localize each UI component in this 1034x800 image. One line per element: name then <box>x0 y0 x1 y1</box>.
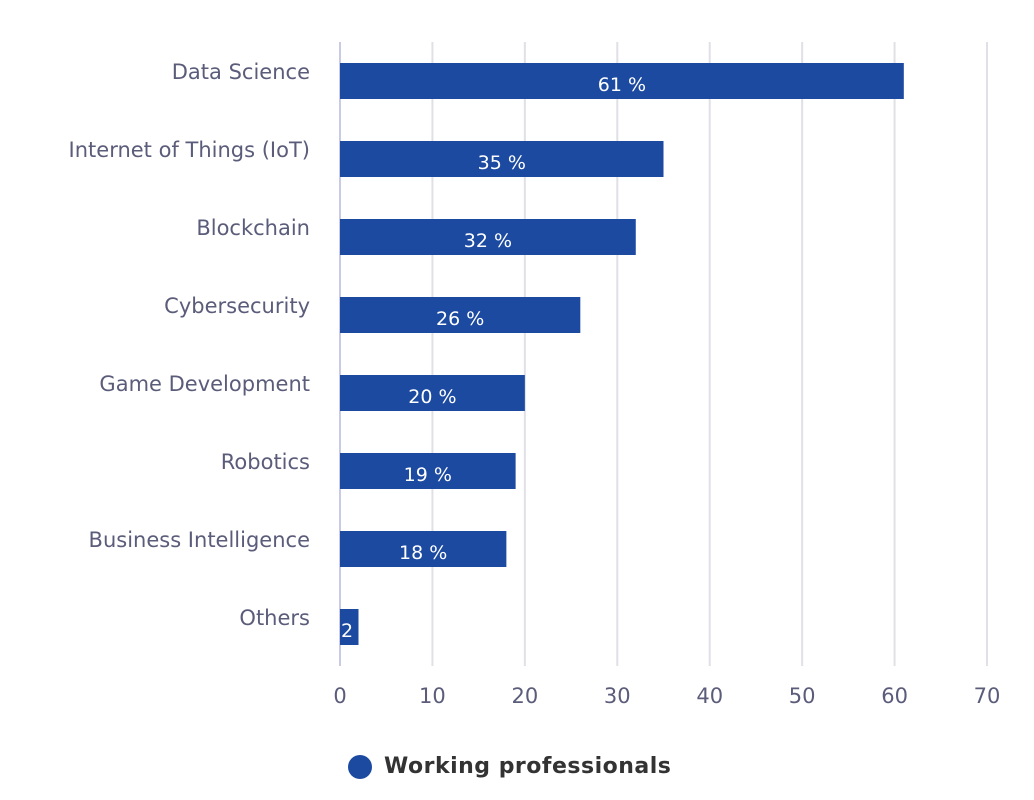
category-label: Business Intelligence <box>89 528 310 552</box>
bar <box>340 63 904 99</box>
category-label: Blockchain <box>196 216 310 240</box>
category-label: Game Development <box>99 372 310 396</box>
x-tick-label: 20 <box>511 684 538 708</box>
data-label: 20 % <box>408 386 456 408</box>
legend-marker <box>348 754 372 779</box>
category-label: Cybersecurity <box>164 294 310 318</box>
category-label: Internet of Things (IoT) <box>69 138 310 162</box>
data-label: 26 % <box>436 308 484 330</box>
bar <box>340 375 525 411</box>
bar <box>340 219 636 255</box>
legend-label: Working professionals <box>384 754 672 779</box>
bar <box>340 609 359 645</box>
category-label: Robotics <box>221 450 310 474</box>
legend: Working professionals <box>348 754 671 779</box>
data-label: 61 % <box>598 74 646 96</box>
bar <box>340 531 507 567</box>
data-label: 32 % <box>464 230 512 252</box>
bar <box>340 453 516 489</box>
x-tick-label: 0 <box>333 684 346 708</box>
category-label: Others <box>239 606 310 630</box>
x-tick-label: 70 <box>974 684 1001 708</box>
x-tick-label: 40 <box>696 684 723 708</box>
x-tick-label: 50 <box>789 684 816 708</box>
data-label: 2 <box>341 620 353 642</box>
x-tick-label: 60 <box>881 684 908 708</box>
data-label: 35 % <box>478 152 526 174</box>
bar <box>340 297 581 333</box>
data-label: 19 % <box>404 464 452 486</box>
data-label: 18 % <box>399 542 447 564</box>
x-tick-label: 10 <box>419 684 446 708</box>
category-label: Data Science <box>172 60 310 84</box>
x-tick-label: 30 <box>604 684 631 708</box>
bar <box>340 141 664 177</box>
